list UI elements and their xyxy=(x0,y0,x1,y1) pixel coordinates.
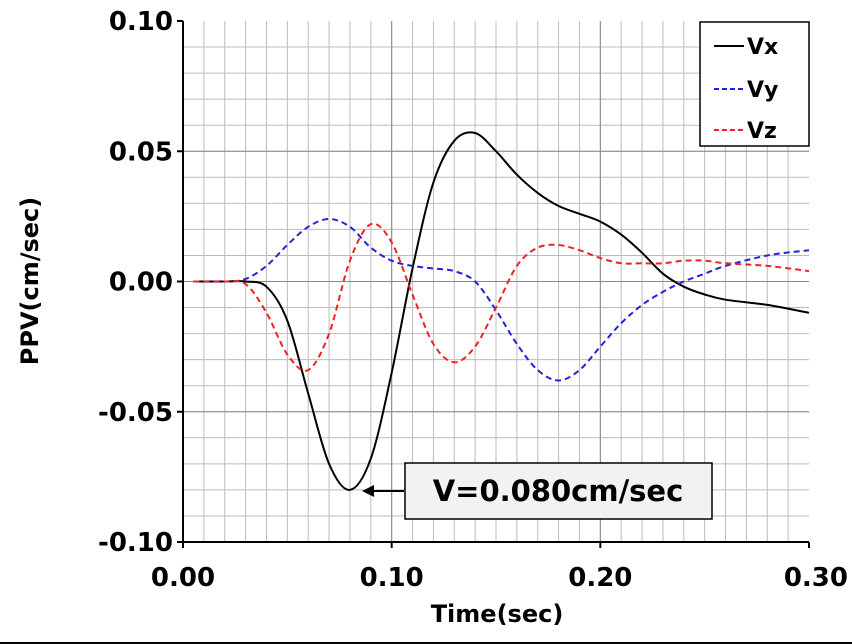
legend: Vx Vy Vz xyxy=(699,21,810,147)
annotation-box xyxy=(404,462,713,520)
legend-label-vx: Vx xyxy=(747,35,778,60)
legend-label-vy: Vy xyxy=(747,78,778,103)
x-tick-label: 0.10 xyxy=(360,563,424,593)
y-tick-label: 0.00 xyxy=(109,268,173,298)
series-line-vx xyxy=(193,131,810,491)
x-axis-label: Time(sec) xyxy=(431,600,564,628)
series-line-vz xyxy=(193,222,810,372)
y-tick-label: -0.10 xyxy=(98,528,173,558)
x-tick-label: 0.30 xyxy=(784,563,848,593)
legend-label-vz: Vz xyxy=(747,119,777,144)
series-line-vy xyxy=(193,218,810,382)
legend-box xyxy=(699,21,810,147)
y-tick-label: 0.05 xyxy=(109,137,173,167)
x-tick-label: 0.00 xyxy=(151,563,215,593)
series-group xyxy=(193,131,810,491)
y-axis-label: PPV(cm/sec) xyxy=(16,197,44,365)
peak-annotation: V=0.080cm/sec xyxy=(362,462,713,520)
axes: 0.10 0.05 0.00 -0.05 -0.10 0.00 0.10 0.20 0.30 xyxy=(98,7,848,593)
y-tick-label: 0.10 xyxy=(109,7,173,37)
annotation-arrowhead xyxy=(362,485,374,497)
annotation-text: V=0.080cm/sec xyxy=(433,474,684,508)
y-tick-label: -0.05 xyxy=(98,398,173,428)
x-tick-label: 0.20 xyxy=(568,563,632,593)
